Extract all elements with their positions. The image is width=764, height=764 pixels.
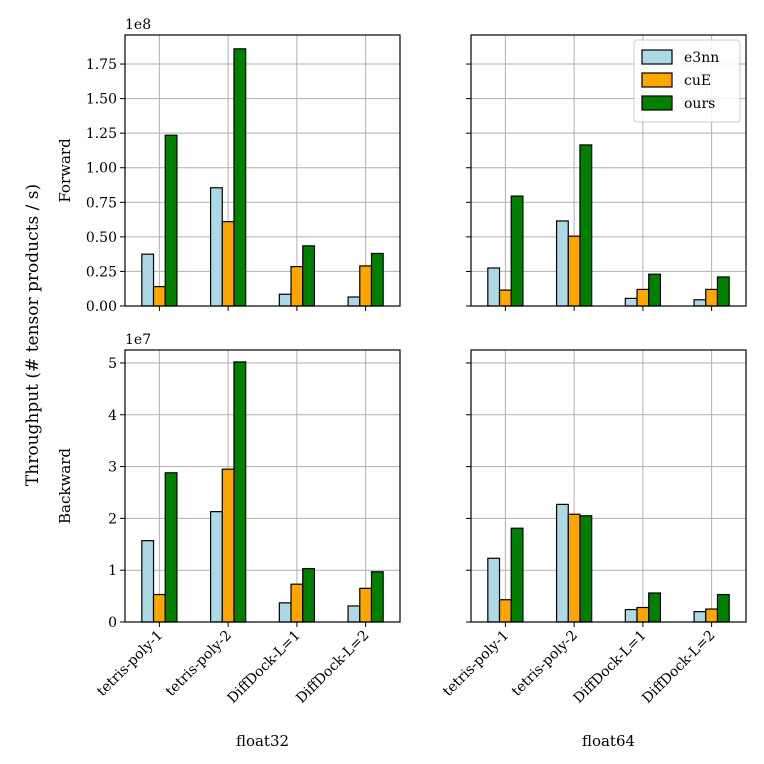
legend-label-e3nn: e3nn bbox=[684, 50, 719, 66]
bar-ours-tetris-poly-1 bbox=[164, 134, 178, 307]
bar-ours-DiffDock-L=1 bbox=[302, 245, 316, 307]
bar-cuE-tetris-poly-2 bbox=[567, 513, 581, 623]
bar-ours-DiffDock-L=1 bbox=[648, 273, 662, 307]
bar-e3nn-tetris-poly-1 bbox=[487, 267, 501, 307]
bar-cuE-tetris-poly-2 bbox=[221, 221, 235, 307]
y-tick-label: 5 bbox=[108, 356, 117, 372]
bar-ours-tetris-poly-1 bbox=[164, 472, 178, 623]
y-tick-label: 0.50 bbox=[86, 230, 117, 246]
bar-e3nn-tetris-poly-1 bbox=[141, 540, 155, 623]
bar-e3nn-tetris-poly-2 bbox=[555, 220, 569, 307]
bar-e3nn-tetris-poly-2 bbox=[209, 187, 223, 307]
y-tick-label: 1.75 bbox=[86, 57, 117, 73]
bar-ours-DiffDock-L=1 bbox=[648, 592, 662, 623]
y-tick-label: 0.25 bbox=[86, 264, 117, 280]
bar-e3nn-DiffDock-L=1 bbox=[278, 293, 292, 307]
axes-frame bbox=[470, 34, 747, 307]
panel-4: tetris-poly-1tetris-poly-2DiffDock-L=1Di… bbox=[440, 349, 747, 750]
legend-swatch-cuE bbox=[641, 72, 673, 88]
bar-cuE-DiffDock-L=2 bbox=[359, 587, 373, 623]
y-tick-label: 1 bbox=[108, 563, 117, 579]
panel-2 bbox=[466, 34, 747, 311]
panel-1: 0.00 0.25 0.50 0.75 1.00 1.25 1.50 1.75 1e8 Forwa… bbox=[56, 17, 401, 315]
bar-cuE-tetris-poly-1 bbox=[152, 593, 166, 623]
x-tick-label: tetris-poly-1 bbox=[440, 628, 512, 700]
bar-e3nn-tetris-poly-1 bbox=[141, 253, 155, 307]
y-multiplier: 1e7 bbox=[125, 332, 151, 348]
bar-cuE-DiffDock-L=1 bbox=[290, 583, 304, 623]
bar-cuE-DiffDock-L=1 bbox=[290, 265, 304, 307]
y-tick-label: 2 bbox=[108, 511, 117, 527]
bar-e3nn-DiffDock-L=1 bbox=[278, 602, 292, 623]
x-tick-label: DiffDock-L=1 bbox=[224, 628, 303, 707]
bar-cuE-tetris-poly-2 bbox=[221, 468, 235, 623]
bar-e3nn-DiffDock-L=2 bbox=[693, 299, 707, 307]
panel-3: 012345tetris-poly-1tetris-poly-2DiffDock… bbox=[56, 332, 401, 750]
legend-swatch-ours bbox=[641, 95, 673, 111]
bar-cuE-DiffDock-L=2 bbox=[359, 265, 373, 307]
legend-swatch-e3nn bbox=[641, 49, 673, 65]
bar-ours-DiffDock-L=1 bbox=[302, 568, 316, 623]
axes-frame bbox=[470, 349, 747, 623]
bar-e3nn-DiffDock-L=2 bbox=[347, 296, 361, 307]
bar-ours-tetris-poly-2 bbox=[579, 144, 593, 307]
y-tick-label: 1.25 bbox=[86, 126, 117, 142]
y-tick-label: 1.00 bbox=[86, 161, 117, 177]
y-tick-label: 0 bbox=[108, 615, 117, 631]
bar-e3nn-tetris-poly-2 bbox=[555, 503, 569, 623]
x-tick-label: DiffDock-L=2 bbox=[293, 628, 372, 707]
bar-e3nn-DiffDock-L=2 bbox=[693, 611, 707, 623]
x-tick-label: tetris-poly-1 bbox=[94, 628, 166, 700]
bar-e3nn-tetris-poly-2 bbox=[209, 511, 223, 623]
row-label: Backward bbox=[56, 448, 74, 524]
y-tick-label: 4 bbox=[108, 408, 117, 424]
bar-cuE-tetris-poly-2 bbox=[567, 235, 581, 307]
x-tick-label: DiffDock-L=1 bbox=[570, 628, 649, 707]
legend-label-cuE: cuE bbox=[684, 73, 711, 89]
panels: 0.00 0.25 0.50 0.75 1.00 1.25 1.50 1.75 1e8 Forwa… bbox=[56, 17, 747, 750]
axes-frame bbox=[124, 349, 401, 623]
bar-ours-DiffDock-L=2 bbox=[716, 276, 730, 307]
y-axis-title: Throughput (# tensor products / s) bbox=[23, 184, 43, 486]
x-tick-label: DiffDock-L=2 bbox=[639, 628, 718, 707]
y-tick-label: 0.75 bbox=[86, 195, 117, 211]
bar-e3nn-tetris-poly-1 bbox=[487, 557, 501, 623]
axes-frame bbox=[124, 34, 401, 307]
legend: e3nn cuE ours bbox=[633, 39, 741, 123]
legend-label-ours: ours bbox=[684, 96, 715, 112]
y-tick-label: 1.50 bbox=[86, 92, 117, 108]
x-tick-label: tetris-poly-2 bbox=[163, 628, 235, 700]
bar-cuE-tetris-poly-1 bbox=[152, 286, 166, 307]
bar-e3nn-DiffDock-L=2 bbox=[347, 605, 361, 623]
bar-cuE-DiffDock-L=1 bbox=[636, 288, 650, 307]
y-multiplier: 1e8 bbox=[125, 17, 151, 33]
x-tick-label: tetris-poly-2 bbox=[509, 628, 581, 700]
bar-ours-DiffDock-L=2 bbox=[370, 252, 384, 307]
row-label: Forward bbox=[56, 138, 74, 203]
bar-e3nn-DiffDock-L=1 bbox=[624, 297, 638, 307]
bar-cuE-DiffDock-L=2 bbox=[705, 288, 719, 307]
bar-cuE-DiffDock-L=1 bbox=[636, 606, 650, 623]
y-tick-label: 0.00 bbox=[86, 299, 117, 315]
bar-cuE-tetris-poly-1 bbox=[498, 289, 512, 307]
column-label: float32 bbox=[236, 732, 289, 750]
column-label: float64 bbox=[582, 732, 635, 750]
bar-ours-tetris-poly-2 bbox=[579, 515, 593, 623]
bar-ours-tetris-poly-2 bbox=[233, 361, 247, 623]
y-tick-label: 3 bbox=[108, 460, 117, 476]
bar-cuE-tetris-poly-1 bbox=[498, 599, 512, 623]
bar-ours-tetris-poly-2 bbox=[233, 48, 247, 307]
bar-ours-DiffDock-L=2 bbox=[370, 571, 384, 623]
bar-ours-tetris-poly-1 bbox=[510, 527, 524, 623]
bar-ours-DiffDock-L=2 bbox=[716, 593, 730, 623]
bar-e3nn-DiffDock-L=1 bbox=[624, 608, 638, 623]
bar-cuE-DiffDock-L=2 bbox=[705, 608, 719, 623]
bar-ours-tetris-poly-1 bbox=[510, 195, 524, 307]
